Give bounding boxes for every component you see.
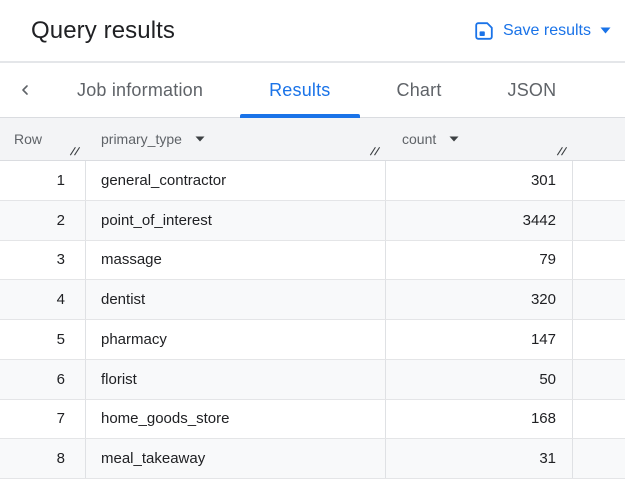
table-row: 3 massage 79 <box>0 240 625 281</box>
row-number-cell: 3 <box>0 240 86 280</box>
column-resize-handle-icon[interactable] <box>68 144 81 157</box>
table-header-row: Row primary_type coun <box>0 118 625 161</box>
row-number-cell: 4 <box>0 280 86 319</box>
row-number-cell: 7 <box>0 399 86 439</box>
filler-cell <box>573 241 625 280</box>
table-row: 5 pharmacy 147 <box>0 320 625 360</box>
save-results-label: Save results <box>502 21 591 39</box>
primary-type-cell: general_contractor <box>86 161 386 200</box>
column-header-count: count <box>386 118 573 160</box>
primary-type-cell: pharmacy <box>86 320 386 359</box>
row-number-cell: 1 <box>0 161 86 200</box>
tab-results[interactable]: Results <box>240 63 360 118</box>
column-header-primary-type: primary_type <box>86 118 386 160</box>
save-results-button[interactable]: Save results <box>474 21 611 41</box>
column-resize-handle-icon[interactable] <box>555 144 568 157</box>
filler-cell <box>573 360 625 399</box>
table-row: 7 home_goods_store 168 <box>0 399 625 440</box>
filler-cell <box>573 400 625 439</box>
table-body: 1 general_contractor 301 2 point_of_inte… <box>0 161 625 479</box>
column-label-primary-type: primary_type <box>101 131 182 147</box>
filler-cell <box>573 201 625 240</box>
row-number-cell: 6 <box>0 359 86 399</box>
count-cell: 3442 <box>386 200 573 240</box>
count-cell: 79 <box>386 240 573 280</box>
page-title: Query results <box>31 16 176 44</box>
primary-type-cell: meal_takeaway <box>86 439 386 478</box>
chevron-left-icon[interactable] <box>10 63 40 117</box>
results-tab-bar: Job information Results Chart JSON <box>0 63 625 118</box>
row-number-cell: 2 <box>0 200 86 240</box>
count-cell: 320 <box>386 280 573 319</box>
filler-cell <box>573 280 625 319</box>
column-dropdown-icon[interactable] <box>195 136 205 142</box>
results-table: Row primary_type coun <box>0 118 625 479</box>
primary-type-cell: dentist <box>86 280 386 319</box>
dropdown-caret-icon[interactable] <box>600 27 611 34</box>
count-cell: 147 <box>386 320 573 359</box>
primary-type-cell: florist <box>86 359 386 399</box>
filler-cell <box>573 439 625 478</box>
row-number-cell: 8 <box>0 439 86 478</box>
save-icon <box>474 21 494 41</box>
table-row: 8 meal_takeaway 31 <box>0 439 625 479</box>
filler-cell <box>573 320 625 359</box>
count-cell: 31 <box>386 439 573 478</box>
primary-type-cell: point_of_interest <box>86 200 386 240</box>
tab-json[interactable]: JSON <box>507 79 557 100</box>
column-label-row: Row <box>14 131 43 147</box>
table-row: 4 dentist 320 <box>0 280 625 320</box>
filler-cell <box>573 161 625 200</box>
table-row: 6 florist 50 <box>0 359 625 400</box>
row-number-cell: 5 <box>0 320 86 359</box>
column-resize-handle-icon[interactable] <box>368 144 381 157</box>
count-cell: 301 <box>386 161 573 200</box>
column-header-row: Row <box>0 118 86 160</box>
filler-column-header <box>573 118 625 160</box>
count-cell: 168 <box>386 399 573 439</box>
column-label-count: count <box>402 131 437 147</box>
tab-job-information[interactable]: Job information <box>77 79 204 100</box>
table-row: 1 general_contractor 301 <box>0 161 625 201</box>
count-cell: 50 <box>386 359 573 399</box>
column-dropdown-icon[interactable] <box>449 136 459 142</box>
results-header: Query results Save results <box>0 0 625 63</box>
tab-chart[interactable]: Chart <box>396 79 442 100</box>
table-row: 2 point_of_interest 3442 <box>0 200 625 241</box>
primary-type-cell: massage <box>86 240 386 280</box>
primary-type-cell: home_goods_store <box>86 399 386 439</box>
